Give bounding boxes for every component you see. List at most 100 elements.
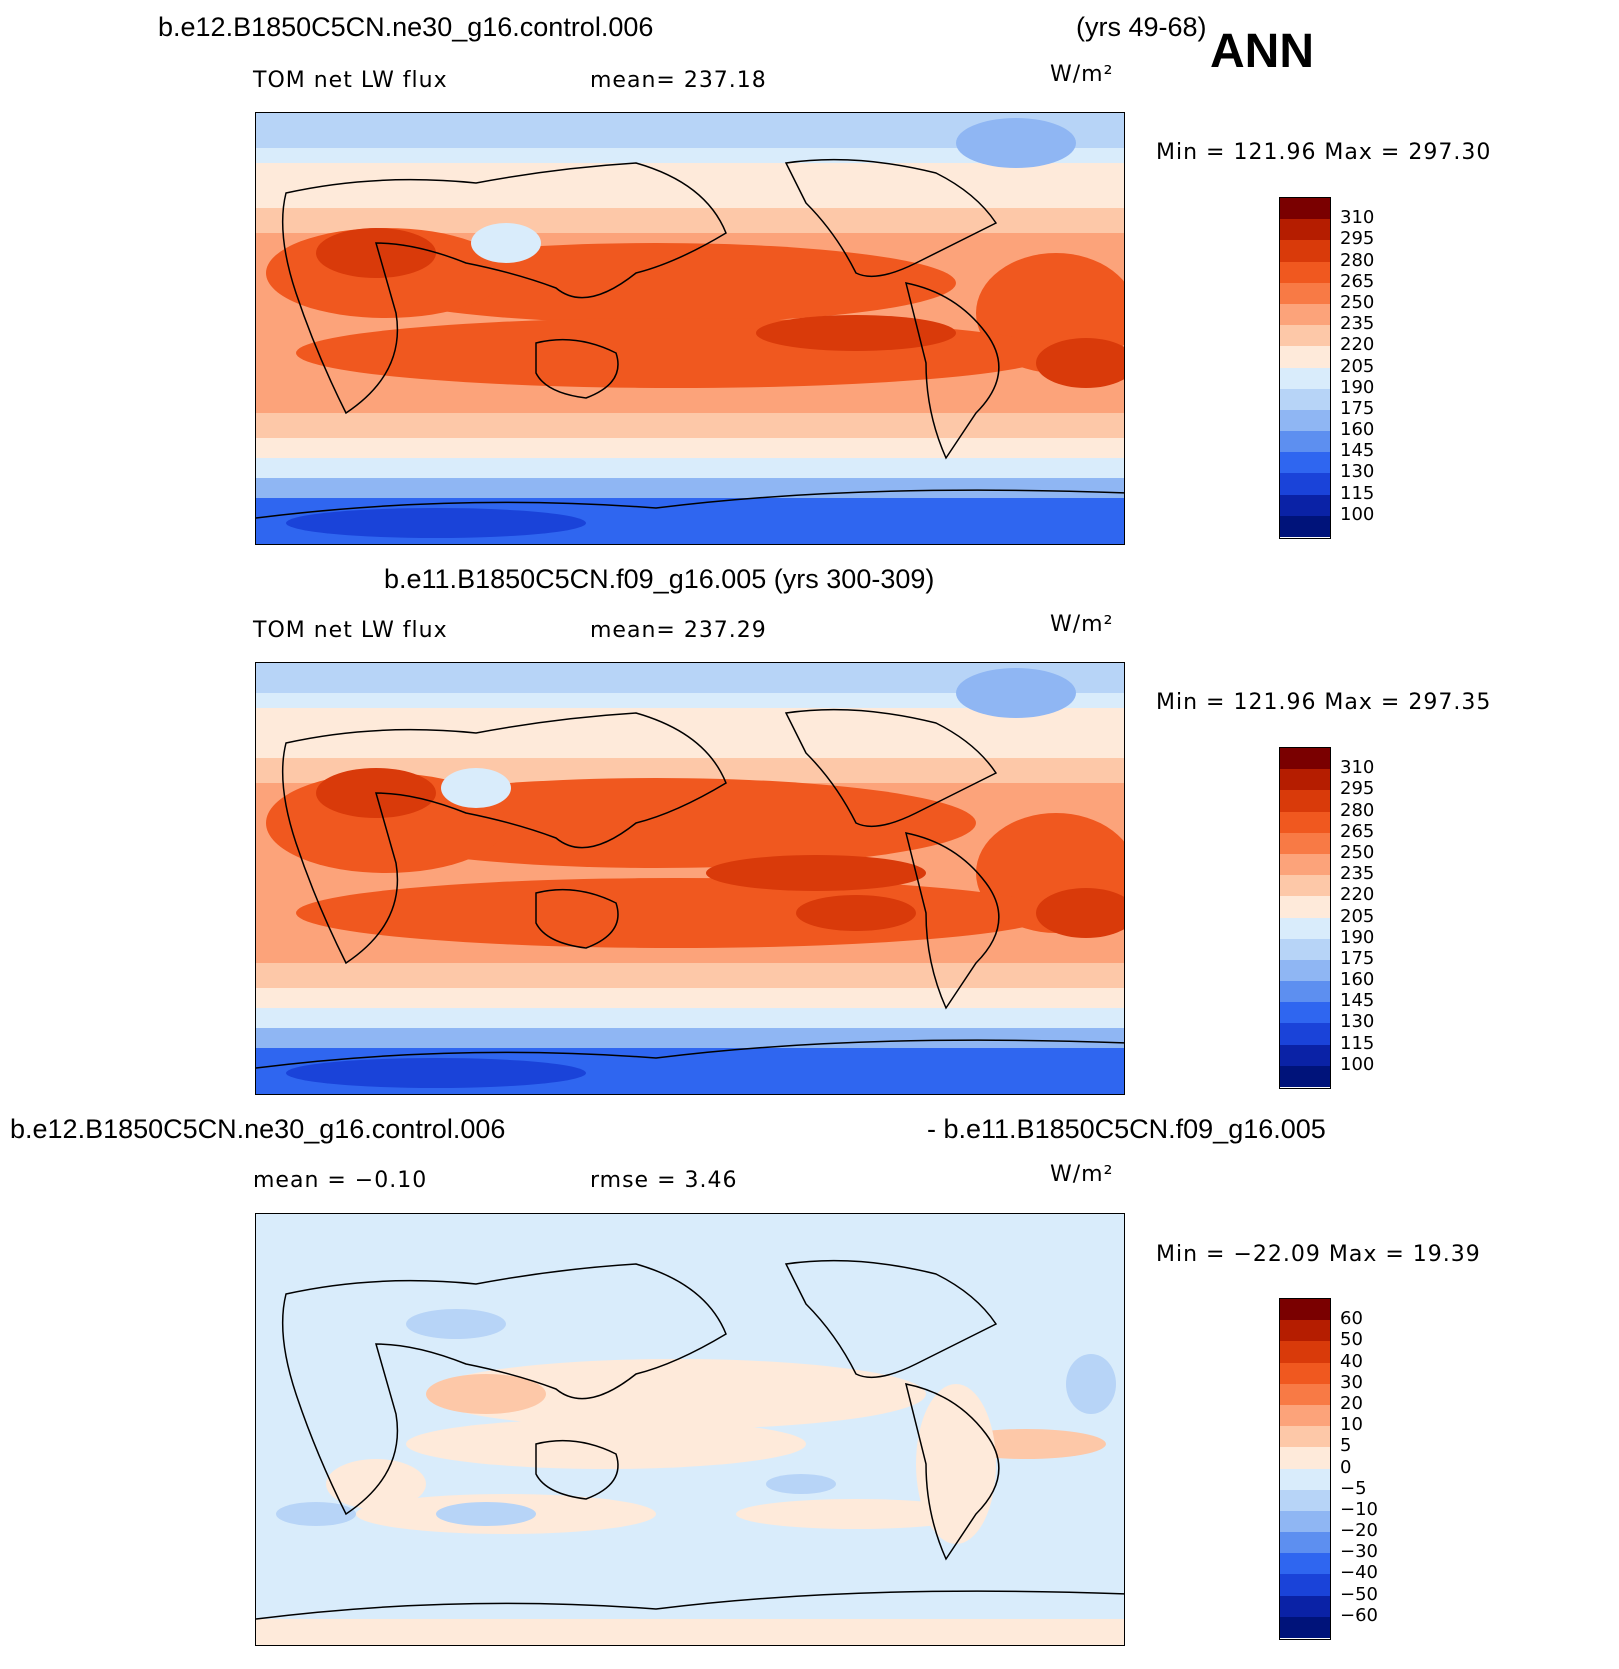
colorbar-tick-label: 250 [1340,291,1375,313]
colorbar-tick-label: 160 [1340,419,1375,441]
colorbar-tick-label: 100 [1340,1053,1375,1075]
colorbar-tick-label: 235 [1340,313,1375,335]
panel3-mean: mean = −0.10 [253,1168,428,1193]
panel2-colorbar [1279,747,1331,1089]
colorbar-tick-label: 265 [1340,270,1375,292]
colorbar-tick-label: 20 [1340,1392,1363,1414]
colorbar-swatch [1280,1616,1330,1638]
colorbar-tick-label: 145 [1340,440,1375,462]
colorbar-tick-label: 310 [1340,207,1375,229]
panel3-rmse: rmse = 3.46 [590,1168,738,1193]
years-label: (yrs 49-68) [1076,12,1207,42]
colorbar-tick-label: 175 [1340,947,1375,969]
colorbar-tick-label: 130 [1340,1011,1375,1033]
colorbar-swatch [1280,1299,1330,1321]
panel1-variable: TOM net LW flux [253,68,448,93]
colorbar-swatch [1280,473,1330,495]
panel1-minmax: Min = 121.96 Max = 297.30 [1156,140,1492,165]
panel3-title-right: - b.e11.B1850C5CN.f09_g16.005 [927,1114,1326,1144]
colorbar-swatch [1280,1320,1330,1342]
season-label: ANN [1210,25,1314,78]
colorbar-swatch [1280,1532,1330,1554]
colorbar-swatch [1280,346,1330,368]
colorbar-tick-label: 280 [1340,249,1375,271]
colorbar-swatch [1280,1044,1330,1066]
colorbar-swatch [1280,769,1330,791]
panel2-variable: TOM net LW flux [253,618,448,643]
colorbar-tick-label: 220 [1340,334,1375,356]
panel2-minmax: Min = 121.96 Max = 297.35 [1156,690,1492,715]
colorbar-swatch [1280,261,1330,283]
colorbar-tick-label: 280 [1340,799,1375,821]
colorbar-tick-label: 205 [1340,905,1375,927]
colorbar-swatch [1280,1447,1330,1469]
colorbar-tick-label: 295 [1340,228,1375,250]
colorbar-tick-label: 115 [1340,1032,1375,1054]
colorbar-swatch [1280,1362,1330,1384]
panel1-units: W/m² [1050,62,1114,87]
colorbar-swatch [1280,1065,1330,1087]
colorbar-tick-label: 190 [1340,376,1375,398]
panel2-map [255,662,1125,1095]
colorbar-tick-label: −10 [1340,1498,1378,1520]
colorbar-tick-label: −20 [1340,1520,1378,1542]
colorbar-tick-label: −30 [1340,1541,1378,1563]
colorbar-tick-label: 205 [1340,355,1375,377]
colorbar-tick-label: 5 [1340,1435,1352,1457]
panel3-title-left: b.e12.B1850C5CN.ne30_g16.control.006 [10,1114,506,1144]
panel3-units: W/m² [1050,1162,1114,1187]
colorbar-tick-label: 295 [1340,778,1375,800]
colorbar-tick-label: 190 [1340,926,1375,948]
colorbar-tick-label: 265 [1340,820,1375,842]
colorbar-swatch [1280,219,1330,241]
colorbar-swatch [1280,1404,1330,1427]
colorbar-tick-label: 310 [1340,757,1375,779]
colorbar-tick-label: 220 [1340,884,1375,906]
panel1-map [255,112,1125,545]
colorbar-tick-label: 130 [1340,461,1375,483]
colorbar-swatch [1280,494,1330,516]
panel1-mean: mean= 237.18 [590,68,767,93]
colorbar-swatch [1280,748,1330,770]
colorbar-swatch [1280,409,1330,432]
panel3-minmax: Min = −22.09 Max = 19.39 [1156,1242,1481,1267]
colorbar-swatch [1280,981,1330,1003]
colorbar-swatch [1280,452,1330,474]
panel3-map [255,1213,1125,1646]
colorbar-swatch [1280,388,1330,410]
colorbar-tick-label: −5 [1340,1477,1367,1499]
panel2-title: b.e11.B1850C5CN.f09_g16.005 (yrs 300-309… [384,564,935,594]
case-title: b.e12.B1850C5CN.ne30_g16.control.006 [158,12,654,42]
colorbar-swatch [1280,1574,1330,1596]
colorbar-tick-label: 115 [1340,482,1375,504]
colorbar-swatch [1280,282,1330,304]
colorbar-tick-label: 145 [1340,990,1375,1012]
panel3-map-field [256,1214,1124,1645]
colorbar-tick-label: 250 [1340,841,1375,863]
colorbar-tick-label: −40 [1340,1562,1378,1584]
panel1-colorbar [1279,197,1331,539]
colorbar-swatch [1280,1553,1330,1575]
colorbar-swatch [1280,1002,1330,1024]
colorbar-swatch [1280,853,1330,876]
colorbar-tick-label: −60 [1340,1604,1378,1626]
colorbar-tick-label: 10 [1340,1414,1363,1436]
colorbar-swatch [1280,917,1330,939]
colorbar-swatch [1280,875,1330,897]
colorbar-swatch [1280,303,1330,326]
colorbar-swatch [1280,896,1330,918]
colorbar-swatch [1280,1383,1330,1405]
colorbar-tick-label: 30 [1340,1371,1363,1393]
colorbar-swatch [1280,938,1330,960]
colorbar-tick-label: 100 [1340,503,1375,525]
colorbar-swatch [1280,1595,1330,1617]
panel2-units: W/m² [1050,612,1114,637]
colorbar-swatch [1280,515,1330,537]
colorbar-swatch [1280,325,1330,347]
colorbar-swatch [1280,1468,1330,1490]
colorbar-swatch [1280,790,1330,812]
colorbar-swatch [1280,832,1330,854]
colorbar-tick-label: 160 [1340,969,1375,991]
colorbar-tick-label: 235 [1340,863,1375,885]
colorbar-tick-label: 0 [1340,1456,1352,1478]
